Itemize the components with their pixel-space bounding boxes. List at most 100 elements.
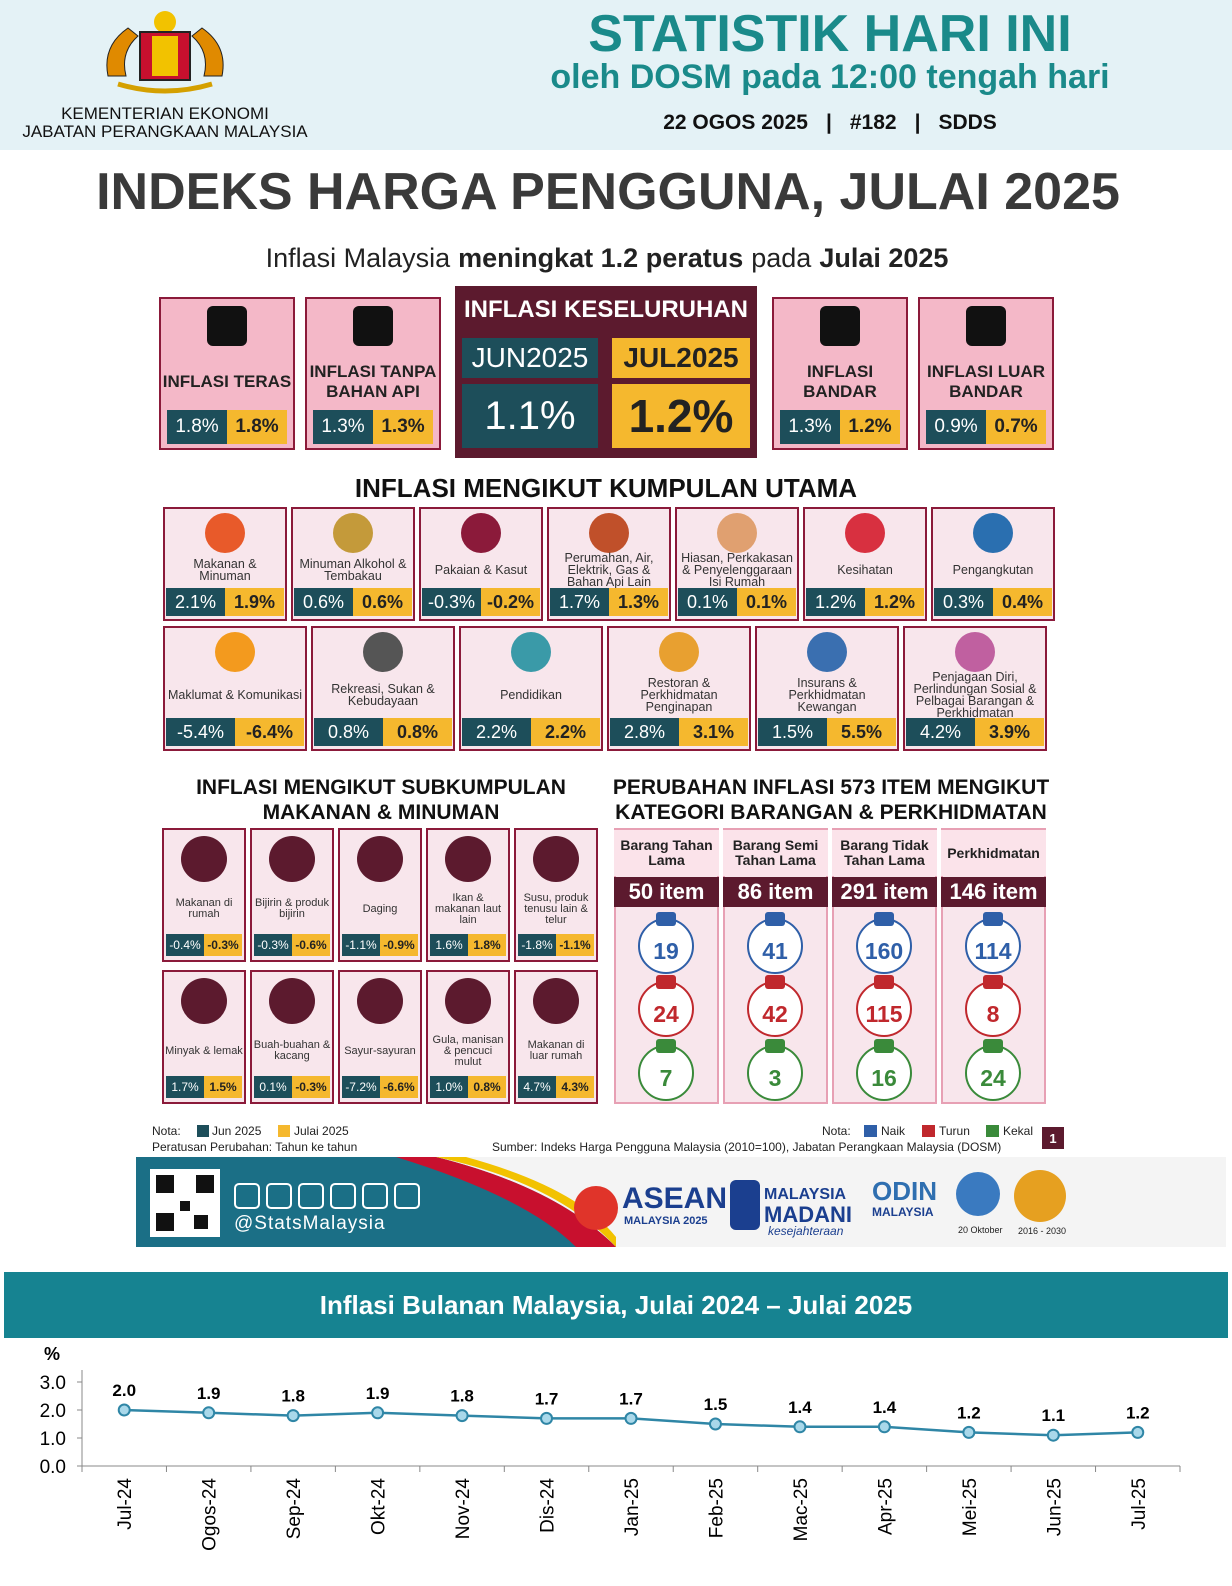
point	[708, 1417, 722, 1431]
icon	[357, 978, 403, 1024]
value-label: 1.4	[873, 1398, 897, 1417]
prev-value: -5.4%	[166, 718, 235, 746]
subgroup-label: Ikan & makanan laut lain	[434, 891, 502, 926]
icon	[1014, 1170, 1066, 1222]
x-tick-label: Sep-24	[284, 1478, 305, 1540]
trend-marker	[656, 1039, 676, 1053]
curr-value: 3.9%	[975, 718, 1044, 746]
curr-value: 3.1%	[679, 718, 748, 746]
point	[286, 1409, 300, 1423]
asean-sub: MALAYSIA 2025	[624, 1215, 708, 1227]
trend-marker	[983, 975, 1003, 989]
group-label: Makanan & Minuman	[193, 557, 257, 583]
count-circle: 16	[856, 1045, 912, 1101]
subgroup-label: Daging	[362, 902, 398, 915]
count-circle: 7	[638, 1045, 694, 1101]
social-handle: @StatsMalaysia	[234, 1213, 386, 1234]
y-tick-label: 0.0	[40, 1457, 66, 1478]
prev-value: -0.3%	[422, 588, 481, 616]
overall-prev-label: JUN2025	[462, 338, 598, 378]
value-label: 1.7	[619, 1389, 643, 1408]
icon	[966, 306, 1006, 346]
group-label: Pengangkutan	[952, 563, 1034, 577]
page-subtitle: oleh DOSM pada 12:00 tengah hari	[550, 58, 1110, 96]
x-tick-label: Okt-24	[369, 1478, 390, 1535]
value-label: 1.8	[281, 1387, 305, 1406]
icon	[845, 513, 885, 553]
point	[962, 1425, 976, 1439]
x-tick-label: Ogos-24	[200, 1478, 221, 1551]
social-icon	[394, 1183, 420, 1209]
date-part: |	[914, 111, 921, 134]
curr-value: -0.6%	[292, 934, 330, 956]
note-label: Nota:	[822, 1124, 851, 1138]
icon	[461, 513, 501, 553]
legend-curr-swatch	[278, 1125, 290, 1137]
side-label: INFLASI LUAR BANDAR	[926, 362, 1046, 401]
headline-part: Julai 2025	[819, 242, 949, 273]
icon	[973, 513, 1013, 553]
prev-value: 1.3%	[780, 410, 840, 444]
social-icon	[362, 1183, 388, 1209]
headline-part: meningkat 1.2 peratus	[458, 242, 744, 273]
prev-value: -0.3%	[254, 934, 292, 956]
legend-swatch	[922, 1125, 935, 1137]
subgroup-label: Susu, produk tenusu lain & telur	[523, 891, 589, 926]
curr-value: 5.5%	[827, 718, 896, 746]
curr-value: -0.3%	[204, 934, 242, 956]
value-label: 1.1	[1041, 1406, 1065, 1425]
curr-value: 2.2%	[531, 718, 600, 746]
group-label: Pendidikan	[500, 687, 562, 702]
count-circle: 114	[965, 918, 1021, 974]
trend-marker	[983, 912, 1003, 926]
curr-value: 0.6%	[353, 588, 412, 616]
prev-value: -7.2%	[342, 1076, 380, 1098]
main-title: INDEKS HARGA PENGGUNA, JULAI 2025	[96, 163, 1120, 221]
note-source: Sumber: Indeks Harga Pengguna Malaysia (…	[492, 1140, 1002, 1154]
icon	[717, 513, 757, 553]
chart-title: Inflasi Bulanan Malaysia, Julai 2024 – J…	[319, 1289, 913, 1320]
icon	[363, 632, 403, 672]
prev-value: 1.2%	[806, 588, 865, 616]
group-label: Maklumat & Komunikasi	[167, 687, 303, 702]
legend-swatch	[986, 1125, 999, 1137]
group-label: Hiasan, Perkakasan & Penyelenggaraan Isi…	[681, 551, 793, 589]
trend-marker	[874, 1039, 894, 1053]
trend-marker	[765, 975, 785, 989]
note-label: Nota:	[152, 1124, 181, 1138]
note-basis: Peratusan Perubahan: Tahun ke tahun	[152, 1140, 358, 1154]
prev-value: 1.7%	[550, 588, 609, 616]
point	[624, 1411, 638, 1425]
point	[371, 1406, 385, 1420]
icon	[574, 1186, 618, 1230]
social-icon	[234, 1183, 260, 1209]
x-tick-label: Dis-24	[538, 1478, 559, 1533]
prev-value: 1.8%	[167, 410, 227, 444]
side-label: INFLASI TERAS	[162, 372, 292, 391]
overall-title: INFLASI KESELURUHAN	[463, 296, 748, 323]
icon	[533, 836, 579, 882]
category-count: 86 item	[723, 877, 828, 907]
prev-value: 0.3%	[934, 588, 993, 616]
group-label: Minuman Alkohol & Tembakau	[299, 557, 407, 583]
point	[540, 1411, 554, 1425]
icon	[589, 513, 629, 553]
trend-marker	[765, 912, 785, 926]
value-label: 1.9	[197, 1384, 221, 1403]
x-tick-label: Jan-25	[622, 1478, 643, 1536]
prev-value: 0.1%	[678, 588, 737, 616]
date-part: 22 OGOS 2025	[663, 111, 808, 134]
value-label: 1.5	[704, 1395, 728, 1414]
department: JABATAN PERANGKAAN MALAYSIA	[22, 122, 308, 141]
group-label: Rekreasi, Sukan & Kebudayaan	[331, 681, 435, 708]
curr-value: 1.8%	[468, 934, 506, 956]
odin-logo: ODIN	[872, 1176, 937, 1206]
icon	[333, 513, 373, 553]
overall-curr: 1.2%	[612, 384, 750, 448]
x-tick-label: Jul-24	[115, 1478, 136, 1530]
date-part: #182	[849, 111, 897, 134]
point	[202, 1406, 216, 1420]
note-down: Turun	[939, 1124, 970, 1138]
groups-title: INFLASI MENGIKUT KUMPULAN UTAMA	[354, 473, 858, 503]
